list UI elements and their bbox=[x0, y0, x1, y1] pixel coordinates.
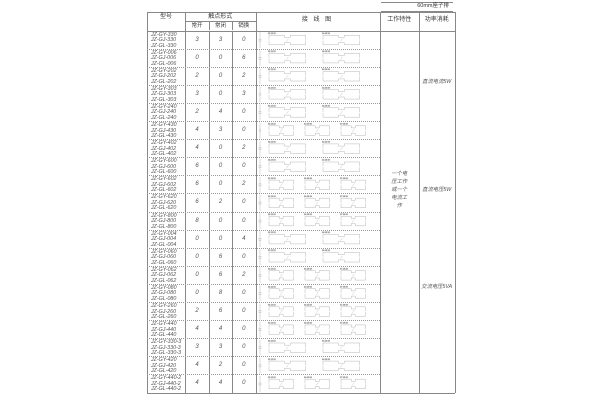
svg-text:17 18 19: 17 18 19 bbox=[340, 304, 349, 306]
svg-text:11 12 13: 11 12 13 bbox=[268, 304, 277, 306]
svg-text:11 12 13: 11 12 13 bbox=[268, 105, 277, 107]
svg-text:11 12 13: 11 12 13 bbox=[268, 159, 277, 161]
svg-text:14 15 16: 14 15 16 bbox=[304, 177, 313, 179]
svg-text:11 12 13: 11 12 13 bbox=[268, 322, 277, 324]
svg-text:11 12 13: 11 12 13 bbox=[268, 123, 277, 125]
svg-text:14 15 16: 14 15 16 bbox=[304, 214, 313, 216]
svg-text:17 18 19: 17 18 19 bbox=[340, 286, 349, 288]
svg-text:11 12 13: 11 12 13 bbox=[268, 214, 277, 216]
svg-text:11 12 13: 11 12 13 bbox=[268, 177, 277, 179]
svg-text:11 12 13: 11 12 13 bbox=[268, 340, 277, 342]
svg-text:14 15 16: 14 15 16 bbox=[322, 250, 331, 252]
svg-text:11 12 13: 11 12 13 bbox=[268, 268, 277, 270]
svg-text:11 12 13: 11 12 13 bbox=[268, 87, 277, 89]
svg-text:11 12 13: 11 12 13 bbox=[268, 195, 277, 197]
svg-text:14 15 16: 14 15 16 bbox=[304, 195, 313, 197]
svg-text:14 15 16: 14 15 16 bbox=[304, 304, 313, 306]
svg-text:11 12 13: 11 12 13 bbox=[268, 358, 277, 360]
svg-text:14 15 16: 14 15 16 bbox=[304, 123, 313, 125]
svg-text:11 12 13: 11 12 13 bbox=[268, 286, 277, 288]
svg-text:14 15 16: 14 15 16 bbox=[322, 69, 331, 71]
svg-text:14 15 16: 14 15 16 bbox=[322, 232, 331, 234]
svg-text:11 12 13: 11 12 13 bbox=[268, 376, 277, 378]
svg-text:14 15 16: 14 15 16 bbox=[322, 51, 331, 53]
svg-text:14 15 16: 14 15 16 bbox=[322, 358, 331, 360]
svg-text:11 12 13: 11 12 13 bbox=[268, 232, 277, 234]
svg-text:11 12 13: 11 12 13 bbox=[268, 250, 277, 252]
svg-text:11 12 13: 11 12 13 bbox=[268, 51, 277, 53]
svg-text:17 18 19: 17 18 19 bbox=[340, 214, 349, 216]
svg-text:11 12 13: 11 12 13 bbox=[268, 33, 277, 35]
svg-text:14 15 16: 14 15 16 bbox=[322, 33, 331, 35]
svg-text:14 15 16: 14 15 16 bbox=[322, 87, 331, 89]
svg-text:14 15 16: 14 15 16 bbox=[322, 105, 331, 107]
svg-text:14 15 16: 14 15 16 bbox=[304, 286, 313, 288]
svg-text:14 15 16: 14 15 16 bbox=[322, 141, 331, 143]
svg-text:17 18 19: 17 18 19 bbox=[340, 177, 349, 179]
svg-text:11 12 13: 11 12 13 bbox=[268, 69, 277, 71]
svg-text:17 18 19: 17 18 19 bbox=[340, 376, 349, 378]
svg-text:14 15 16: 14 15 16 bbox=[304, 268, 313, 270]
svg-text:17 18 19: 17 18 19 bbox=[340, 268, 349, 270]
svg-text:14 15 16: 14 15 16 bbox=[322, 159, 331, 161]
svg-text:17 18 19: 17 18 19 bbox=[340, 195, 349, 197]
svg-text:17 18 19: 17 18 19 bbox=[340, 123, 349, 125]
svg-text:14 15 16: 14 15 16 bbox=[304, 322, 313, 324]
svg-text:11 12 13: 11 12 13 bbox=[268, 141, 277, 143]
svg-text:14 15 16: 14 15 16 bbox=[304, 376, 313, 378]
svg-text:17 18 19: 17 18 19 bbox=[340, 322, 349, 324]
svg-text:14 15 16: 14 15 16 bbox=[322, 340, 331, 342]
